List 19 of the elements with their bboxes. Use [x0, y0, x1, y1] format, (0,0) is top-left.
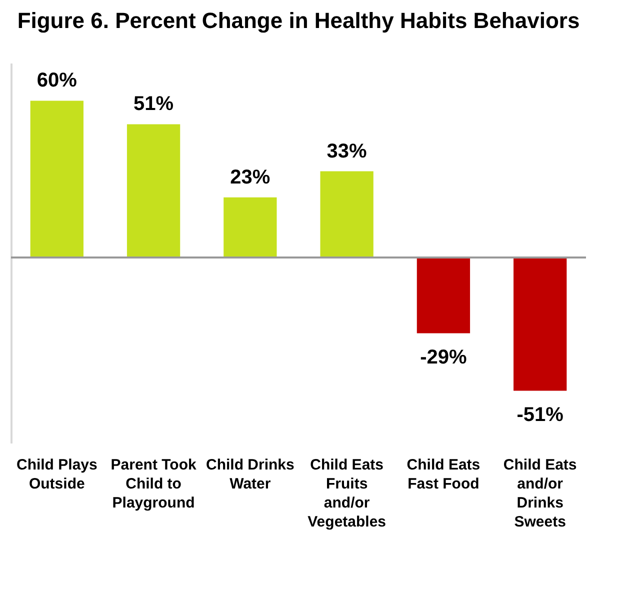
- x-tick-label: Child Plays Outside: [16, 456, 98, 492]
- x-tick-label: Child Eats and/or Drinks Sweets: [503, 456, 577, 530]
- chart-title: Figure 6. Percent Change in Healthy Habits Behaviors: [17, 8, 580, 33]
- bar: [126, 124, 180, 258]
- data-label: -51%: [516, 404, 564, 426]
- x-tick-label: Child Eats Fruits and/or Vegetables: [308, 456, 386, 530]
- bar: [30, 100, 84, 258]
- x-tick-label: Parent Took Child to Playground: [110, 456, 197, 512]
- data-label: 33%: [326, 140, 368, 162]
- data-label: 23%: [230, 166, 270, 188]
- data-label: 51%: [134, 93, 174, 116]
- bar: [514, 258, 567, 391]
- bar: [320, 171, 374, 258]
- x-tick-label: Child Eats Fast Food: [406, 456, 480, 492]
- bar: [224, 197, 277, 258]
- x-tick-label: Child Drinks Water: [206, 456, 294, 492]
- bar: [416, 258, 470, 334]
- data-label: -29%: [420, 346, 468, 368]
- data-label: 60%: [36, 70, 78, 92]
